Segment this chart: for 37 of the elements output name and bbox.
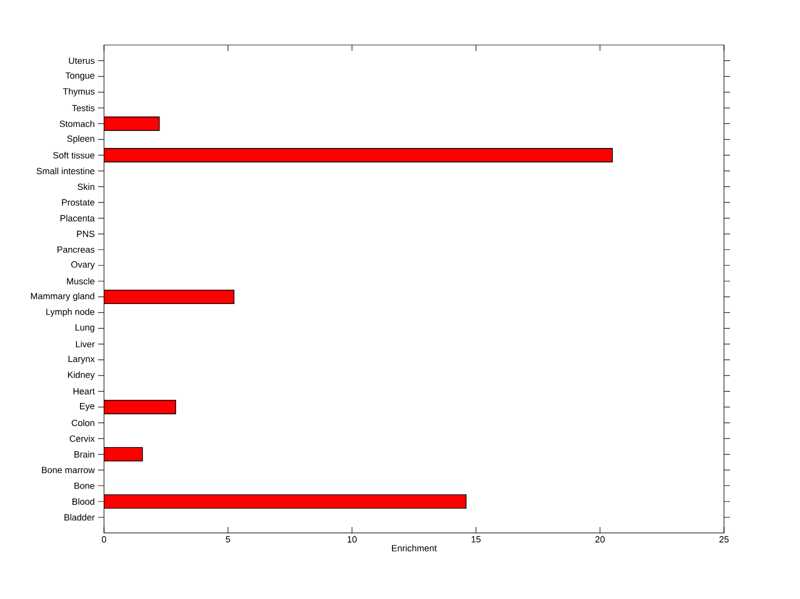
y-tick-label: Liver xyxy=(76,340,95,348)
y-tick-label: Soft tissue xyxy=(53,152,94,158)
y-tick-label: Stomach xyxy=(60,120,94,128)
y-tick-label: Blood xyxy=(72,498,94,505)
y-tick-label: Small intestine xyxy=(36,168,94,174)
y-tick-label: Testis xyxy=(72,104,94,112)
y-tick-label: Kidney xyxy=(68,371,95,380)
y-tick-label: Larynx xyxy=(68,356,95,364)
y-tick-label: Eye xyxy=(80,403,94,412)
y-tick-label: Bone xyxy=(74,482,94,489)
y-tick-label: PNS xyxy=(77,230,94,238)
y-tick-label: Muscle xyxy=(67,278,94,284)
x-tick-label: 25 xyxy=(719,536,729,543)
y-tick-label: Prostate xyxy=(62,199,94,206)
y-tick-label: Tongue xyxy=(65,72,94,81)
y-tick-label: Brain xyxy=(74,450,94,458)
x-tick-label: 5 xyxy=(226,536,230,542)
x-tick-label: 10 xyxy=(348,536,357,543)
y-tick-label: Placenta xyxy=(60,214,95,222)
y-tick-label: Ovary xyxy=(71,261,95,270)
y-tick-label: Mammary gland xyxy=(31,292,94,302)
y-tick-label: Colon xyxy=(72,419,94,426)
y-tick-label: Bladder xyxy=(64,514,95,521)
y-tick-label: Pancreas xyxy=(58,246,94,253)
x-tick-label: 20 xyxy=(595,536,605,543)
y-tick-label: Bone marrow xyxy=(42,466,95,474)
y-tick-label: Spleen xyxy=(67,135,94,144)
x-tick-label: 15 xyxy=(472,536,481,542)
y-tick-label: Uterus xyxy=(68,58,94,64)
y-tick-label: Skin xyxy=(78,183,94,190)
y-tick-label: Lung xyxy=(76,324,94,332)
y-tick-label: Lymph node xyxy=(46,308,94,317)
x-axis-title: Enrichment xyxy=(392,544,437,552)
y-tick-label: Cervix xyxy=(70,435,95,442)
y-tick-label: Thymus xyxy=(63,88,94,96)
y-tick-label: Heart xyxy=(74,388,95,394)
x-tick-label: 0 xyxy=(102,536,106,543)
